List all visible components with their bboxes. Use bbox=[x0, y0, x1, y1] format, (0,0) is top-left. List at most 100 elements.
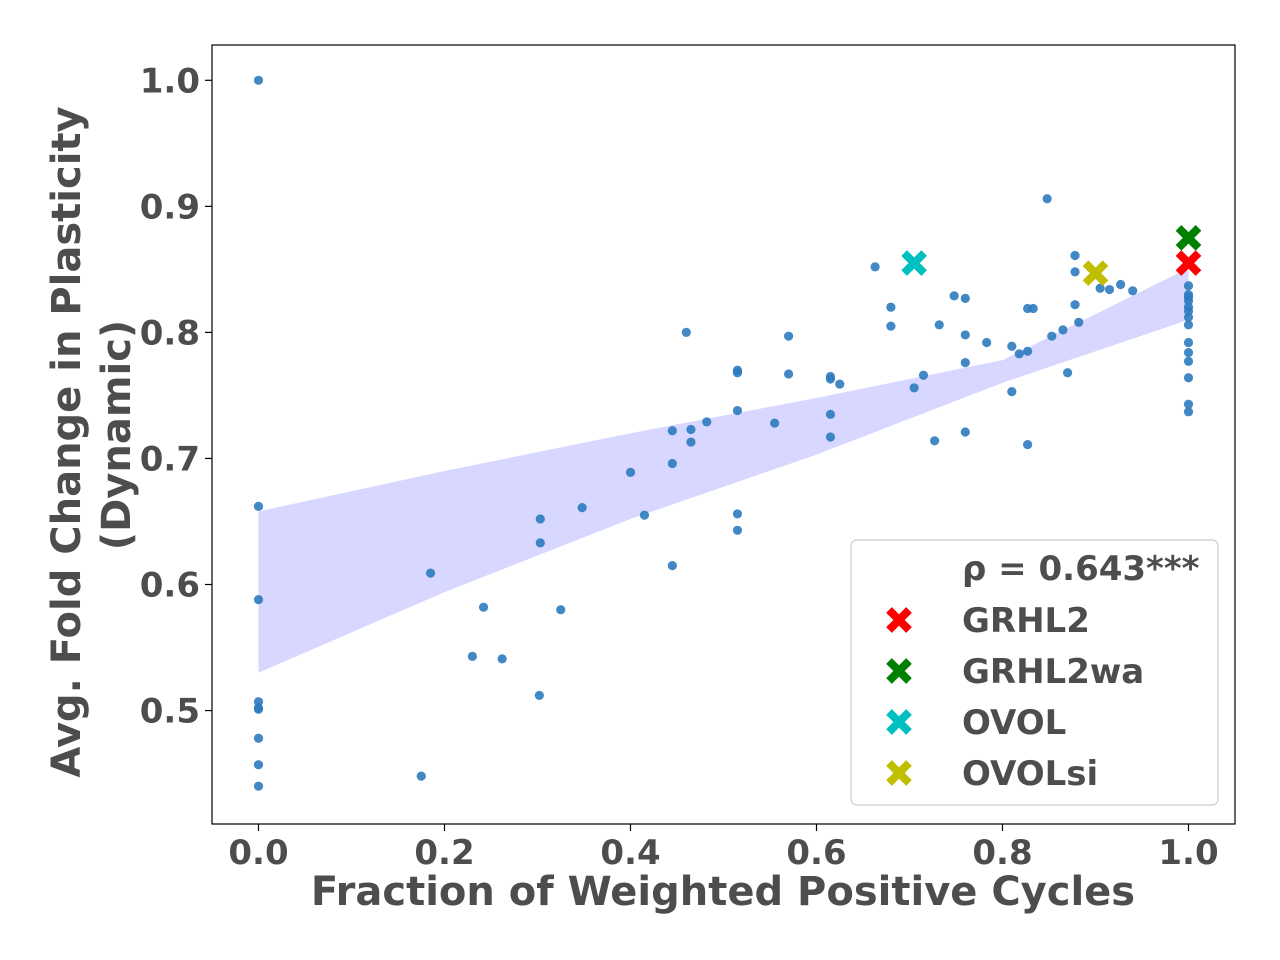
scatter-point bbox=[1183, 289, 1194, 300]
legend-marker-ovol bbox=[886, 709, 912, 735]
scatter-point bbox=[681, 327, 691, 337]
x-tick-label: 0.4 bbox=[600, 833, 660, 873]
scatter-point bbox=[535, 538, 545, 548]
scatter-point bbox=[577, 503, 587, 513]
scatter-point bbox=[1058, 325, 1068, 335]
scatter-point bbox=[770, 418, 780, 428]
scatter-point bbox=[416, 771, 426, 781]
scatter-point bbox=[1028, 303, 1038, 314]
scatter-point bbox=[982, 337, 992, 348]
scatter-point bbox=[1047, 331, 1057, 341]
legend-marker-ovolsi bbox=[886, 760, 912, 786]
scatter-point bbox=[1183, 337, 1194, 348]
scatter-point bbox=[1070, 250, 1080, 261]
scatter-point bbox=[960, 330, 970, 340]
x-axis-label: Fraction of Weighted Positive Cycles bbox=[311, 869, 1135, 915]
scatter-point bbox=[870, 262, 880, 272]
highlight-marker-grhl2wa bbox=[1175, 225, 1202, 251]
legend-title: ρ = 0.643*** bbox=[962, 549, 1200, 589]
scatter-point bbox=[1023, 346, 1033, 356]
scatter-point bbox=[1104, 284, 1115, 295]
scatter-point bbox=[1074, 317, 1084, 327]
scatter-point bbox=[1183, 407, 1194, 417]
regression-confidence-band bbox=[258, 268, 1189, 673]
scatter-point bbox=[534, 690, 544, 701]
x-tick-label: 0.0 bbox=[228, 833, 288, 873]
scatter-point bbox=[253, 697, 264, 707]
scatter-point bbox=[909, 383, 919, 393]
scatter-point bbox=[667, 560, 677, 571]
scatter-point bbox=[1183, 320, 1194, 330]
scatter-point bbox=[825, 409, 836, 419]
scatter-point bbox=[478, 602, 489, 612]
y-axis-label-line-1: Avg. Fold Change in Plasticity bbox=[44, 106, 90, 777]
scatter-point bbox=[1007, 387, 1017, 397]
y-axis-label: Avg. Fold Change in Plasticity (Dynamic) bbox=[44, 92, 140, 777]
scatter-point bbox=[1063, 368, 1073, 378]
scatter-point bbox=[425, 568, 436, 578]
scatter-point bbox=[835, 379, 845, 389]
scatter-point bbox=[667, 426, 677, 436]
legend-entries: GRHL2 GRHL2wa OVOL OVOLsi bbox=[886, 601, 1144, 794]
scatter-point bbox=[1183, 356, 1194, 366]
scatter-point bbox=[1183, 347, 1194, 358]
scatter-point bbox=[732, 365, 743, 375]
scatter-point bbox=[535, 514, 545, 524]
scatter-point bbox=[960, 427, 970, 437]
highlight-marker-grhl2 bbox=[1175, 250, 1202, 276]
y-tick-label: 0.7 bbox=[140, 439, 200, 479]
legend-marker-grhl2 bbox=[886, 607, 912, 633]
x-tick-label: 0.8 bbox=[972, 833, 1032, 873]
scatter-point bbox=[934, 320, 944, 330]
scatter-point bbox=[1070, 267, 1080, 277]
scatter-point bbox=[1183, 312, 1194, 322]
scatter-point bbox=[253, 760, 264, 770]
scatter-point bbox=[784, 369, 794, 379]
legend-label-ovolsi: OVOLsi bbox=[962, 754, 1098, 794]
scatter-point bbox=[253, 595, 264, 605]
scatter-point bbox=[1183, 281, 1194, 291]
scatter-point bbox=[732, 405, 743, 416]
scatter-point bbox=[732, 509, 743, 519]
scatter-point bbox=[1183, 302, 1194, 312]
scatter-point bbox=[253, 704, 264, 714]
highlight-markers-layer bbox=[901, 225, 1202, 286]
scatter-point bbox=[825, 432, 836, 442]
scatter-point bbox=[497, 654, 507, 664]
scatter-point bbox=[253, 501, 264, 511]
legend-label-ovol: OVOL bbox=[962, 703, 1066, 743]
y-tick-label: 0.8 bbox=[140, 313, 200, 353]
y-tick-label: 0.5 bbox=[140, 692, 200, 732]
scatter-point bbox=[1183, 399, 1194, 409]
scatter-point bbox=[253, 75, 264, 85]
x-tick-label: 0.2 bbox=[414, 833, 474, 873]
x-tick-label: 0.6 bbox=[786, 833, 846, 873]
scatter-point bbox=[702, 417, 712, 427]
scatter-point bbox=[1128, 286, 1138, 296]
y-tick-label: 0.6 bbox=[140, 566, 200, 606]
scatter-point bbox=[886, 302, 896, 312]
y-axis-label-line-2: (Dynamic) bbox=[94, 320, 140, 550]
scatter-point bbox=[1007, 341, 1017, 351]
scatter-point bbox=[556, 605, 566, 615]
scatter-point bbox=[625, 467, 636, 477]
y-tick-label: 0.9 bbox=[140, 187, 200, 227]
scatter-point bbox=[1042, 194, 1052, 204]
scatter-point bbox=[784, 331, 794, 341]
scatter-point bbox=[1023, 439, 1033, 450]
scatter-point bbox=[1183, 373, 1194, 383]
scatter-point bbox=[1116, 279, 1126, 290]
legend-marker-grhl2wa bbox=[886, 658, 912, 684]
plot-frame bbox=[211, 44, 1236, 825]
scatter-point bbox=[930, 436, 940, 446]
scatter-point bbox=[886, 321, 896, 331]
scatter-point bbox=[253, 733, 264, 743]
scatter-point bbox=[960, 358, 970, 368]
x-tick-label: 1.0 bbox=[1158, 833, 1218, 873]
highlight-marker-ovolsi bbox=[1082, 260, 1109, 286]
scatter-point bbox=[949, 291, 959, 301]
y-tick-label: 1.0 bbox=[140, 61, 200, 101]
scatter-point bbox=[960, 293, 970, 303]
legend-label-grhl2: GRHL2 bbox=[962, 601, 1090, 641]
